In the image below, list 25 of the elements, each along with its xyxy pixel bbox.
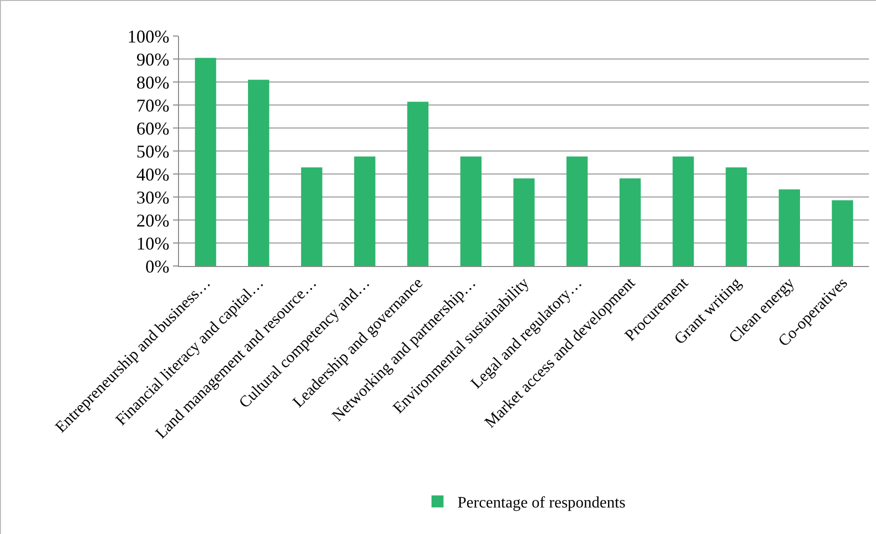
y-tick-label: 70%: [136, 95, 170, 116]
legend-label: Percentage of respondents: [458, 494, 626, 512]
bar: [778, 189, 800, 266]
y-tick-label: 90%: [136, 49, 170, 70]
bar: [832, 200, 854, 266]
y-tick-label: 80%: [136, 72, 170, 92]
y-tick-label: 30%: [136, 187, 170, 208]
y-tick-label: 100%: [127, 26, 170, 46]
bar: [672, 156, 694, 266]
y-tick-label: 50%: [136, 141, 170, 162]
bar: [248, 80, 270, 266]
y-tick-label: 40%: [136, 164, 170, 184]
bar: [354, 156, 376, 266]
bar: [513, 178, 535, 266]
bar: [194, 58, 216, 266]
bar: [566, 156, 588, 266]
bar: [726, 167, 747, 266]
bar: [407, 102, 428, 266]
y-tick-label: 0%: [145, 256, 170, 276]
y-tick-label: 20%: [136, 210, 170, 230]
y-tick-label: 60%: [136, 118, 170, 138]
y-tick-label: 10%: [136, 233, 170, 254]
bar: [620, 178, 641, 266]
bar: [460, 156, 482, 266]
bar: [301, 167, 322, 266]
